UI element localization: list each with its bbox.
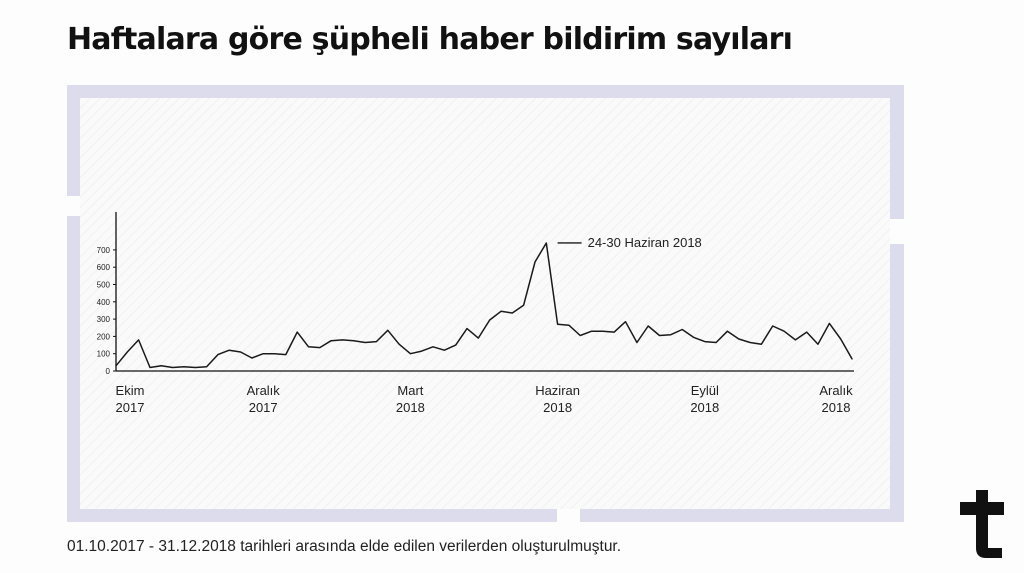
x-tick-month: Mart <box>397 383 424 398</box>
frame-right-lower <box>890 244 904 522</box>
x-tick-year: 2018 <box>395 400 425 415</box>
footnote: 01.10.2017 - 31.12.2018 tarihleri arasın… <box>67 538 622 555</box>
x-tick-year: 2017 <box>115 400 145 415</box>
x-tick-label: Aralık 2018 <box>791 382 881 416</box>
x-tick-year: 2018 <box>690 400 720 415</box>
frame-bottom-right <box>580 509 904 522</box>
x-tick-label: Aralık 2017 <box>218 382 308 416</box>
frame-left-upper <box>67 85 80 196</box>
x-tick-month: Haziran <box>535 383 580 398</box>
y-tick-label: 300 <box>97 315 111 324</box>
x-tick-label: Ekim 2017 <box>85 382 175 416</box>
frame-left-lower <box>67 216 80 522</box>
frame-bottom-left <box>67 509 557 522</box>
y-tick-label: 500 <box>97 281 111 290</box>
x-tick-year: 2018 <box>821 400 851 415</box>
x-tick-label: Eylül 2018 <box>660 382 750 416</box>
y-tick-label: 0 <box>106 367 111 376</box>
frame-right-upper <box>890 85 904 219</box>
x-tick-month: Ekim <box>115 383 145 398</box>
x-tick-year: 2018 <box>543 400 573 415</box>
y-tick-label: 700 <box>97 246 111 255</box>
x-tick-label: Mart 2018 <box>365 382 455 416</box>
teyit-logo <box>960 490 1004 558</box>
x-tick-month: Aralık <box>246 383 280 398</box>
chart-panel <box>80 98 890 509</box>
frame-top <box>67 85 904 98</box>
chart-title: Haftalara göre şüpheli haber bildirim sa… <box>67 22 793 57</box>
x-tick-month: Eylül <box>690 383 719 398</box>
x-tick-year: 2017 <box>248 400 278 415</box>
x-tick-month: Aralık <box>819 383 853 398</box>
y-tick-label: 600 <box>97 263 111 272</box>
y-tick-label: 400 <box>97 298 111 307</box>
y-tick-label: 200 <box>97 332 111 341</box>
x-tick-label: Haziran 2018 <box>513 382 603 416</box>
series-line <box>115 242 853 369</box>
y-tick-label: 100 <box>97 350 111 359</box>
annotation-label: 24-30 Haziran 2018 <box>588 235 702 250</box>
